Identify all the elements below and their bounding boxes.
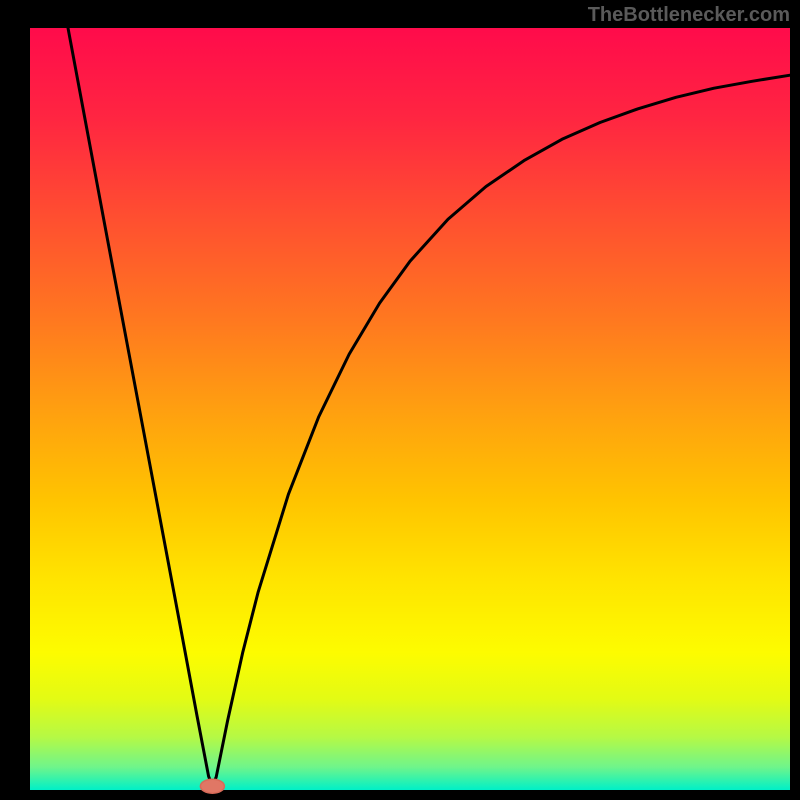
chart-background: [30, 28, 790, 790]
watermark-text: TheBottlenecker.com: [588, 4, 790, 27]
optimal-point-marker: [200, 779, 224, 793]
chart-container: TheBottlenecker.com: [0, 0, 800, 800]
bottleneck-chart: [0, 0, 800, 800]
